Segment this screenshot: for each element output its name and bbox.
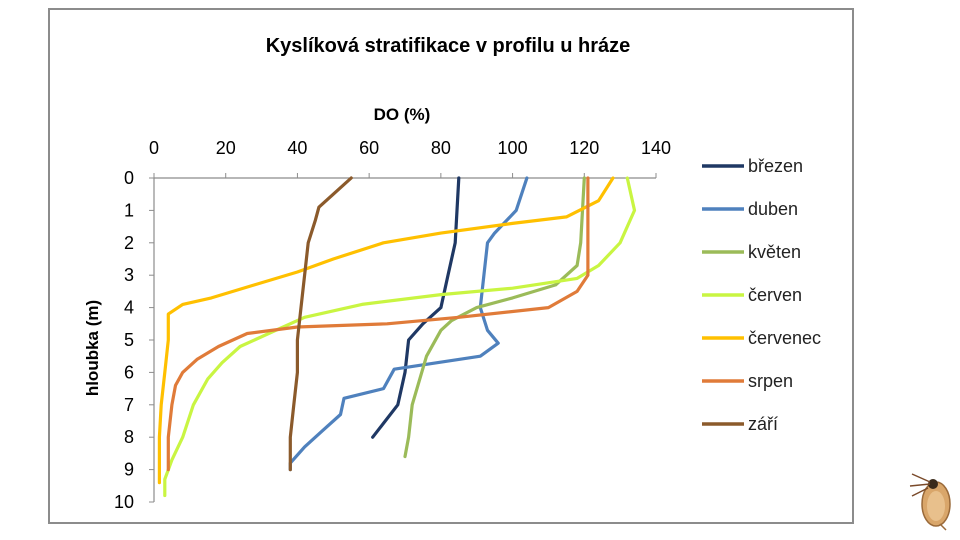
x-tick-label: 100 bbox=[498, 138, 528, 158]
water-flea-icon bbox=[909, 473, 951, 531]
chart-title: Kyslíková stratifikace v profilu u hráze bbox=[266, 35, 631, 57]
x-tick-label: 0 bbox=[149, 138, 159, 158]
y-tick-label: 5 bbox=[124, 330, 134, 350]
y-tick-label: 2 bbox=[124, 233, 134, 253]
x-tick-label: 120 bbox=[569, 138, 599, 158]
series-group bbox=[157, 176, 637, 498]
legend-label: červen bbox=[748, 285, 802, 305]
y-tick-label: 4 bbox=[124, 298, 134, 318]
series-line-3 bbox=[403, 176, 586, 459]
y-tick-label: 9 bbox=[124, 460, 134, 480]
x-tick-label: 140 bbox=[641, 138, 671, 158]
y-tick-label: 3 bbox=[124, 265, 134, 285]
legend-label: srpen bbox=[748, 371, 793, 391]
y-tick-label: 8 bbox=[124, 427, 134, 447]
y-tick-label: 6 bbox=[124, 362, 134, 382]
y-axis-label: hloubka (m) bbox=[83, 300, 102, 396]
legend-label: březen bbox=[748, 156, 803, 176]
series-line-2 bbox=[288, 176, 529, 472]
legend: březen duben květen červen červenec srpen září bbox=[702, 156, 821, 434]
legend-label: květen bbox=[748, 242, 801, 262]
series-line-7 bbox=[288, 176, 353, 472]
y-tick-label: 10 bbox=[114, 492, 134, 512]
legend-label: duben bbox=[748, 199, 798, 219]
x-tick-label: 20 bbox=[216, 138, 236, 158]
series-line-1 bbox=[371, 176, 461, 439]
x-tick-label: 60 bbox=[359, 138, 379, 158]
y-tick-label: 0 bbox=[124, 168, 134, 188]
x-tick-label: 40 bbox=[287, 138, 307, 158]
x-axis-label: DO (%) bbox=[374, 105, 431, 124]
y-tick-label: 7 bbox=[124, 395, 134, 415]
series-line-5 bbox=[157, 176, 615, 485]
chart-svg: Kyslíková stratifikace v profilu u hráze… bbox=[83, 35, 821, 512]
chart-frame: Kyslíková stratifikace v profilu u hráze… bbox=[48, 8, 854, 524]
x-tick-label: 80 bbox=[431, 138, 451, 158]
y-tick-label: 1 bbox=[124, 200, 134, 220]
series-line-4 bbox=[163, 176, 637, 498]
legend-label: září bbox=[748, 414, 778, 434]
legend-label: červenec bbox=[748, 328, 821, 348]
axes: 0 20 40 60 80 100 120 140 0 1 2 3 4 5 6 7 8 9 10 bbox=[114, 138, 671, 512]
